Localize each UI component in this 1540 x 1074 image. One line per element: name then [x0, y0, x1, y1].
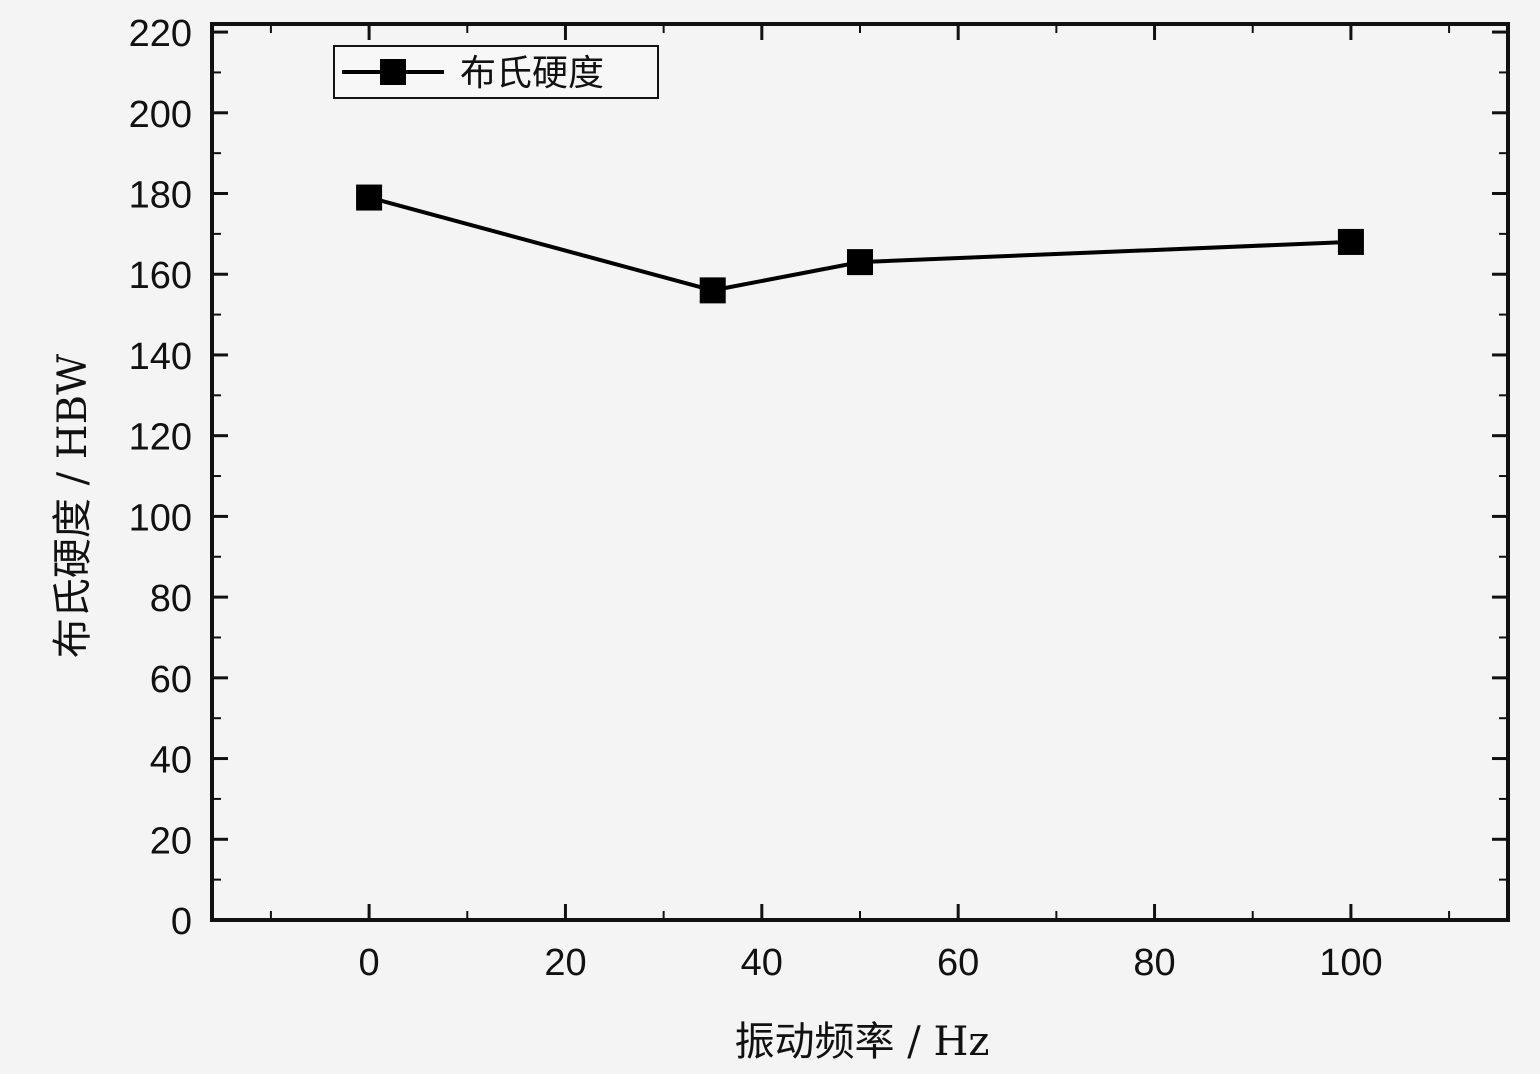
- legend-label: 布氏硬度: [460, 53, 604, 94]
- y-tick-label: 180: [129, 175, 192, 217]
- data-point: [1337, 228, 1364, 255]
- y-tick-label: 60: [150, 659, 192, 701]
- series-layer: [356, 184, 1364, 304]
- y-tick-label: 200: [129, 94, 192, 136]
- plot-frame: [210, 22, 1510, 922]
- data-point: [356, 184, 383, 211]
- x-axis-title: 振动频率 / Hz: [735, 1019, 990, 1065]
- tick-labels: 0 20 40 60 80 100 120 140 160 180 200 220 0 20 40 60 80 1…: [129, 13, 1383, 984]
- series-line: [368, 195, 1351, 293]
- x-tick-label: 80: [1133, 942, 1175, 984]
- x-tick-label: 20: [544, 942, 586, 984]
- legend-marker: [380, 59, 406, 85]
- y-tick-label: 120: [129, 417, 192, 459]
- y-tick-label: 0: [171, 901, 192, 943]
- y-tick-label: 40: [150, 740, 192, 782]
- data-point: [699, 277, 726, 304]
- x-tick-label: 0: [359, 942, 380, 984]
- y-tick-label: 80: [150, 578, 192, 620]
- y-axis-title: 布氏硬度 / HBW: [50, 354, 96, 658]
- y-tick-label: 20: [150, 820, 192, 862]
- data-point: [847, 249, 873, 276]
- y-tick-label: 140: [129, 336, 192, 378]
- y-tick-label: 100: [129, 497, 192, 539]
- x-tick-label: 100: [1319, 942, 1382, 984]
- y-tick-label: 220: [129, 13, 192, 55]
- legend: 布氏硬度: [333, 45, 659, 99]
- y-tick-label: 160: [129, 255, 192, 297]
- ticks: [212, 24, 1508, 922]
- x-tick-label: 40: [741, 942, 783, 984]
- x-tick-label: 60: [937, 942, 979, 984]
